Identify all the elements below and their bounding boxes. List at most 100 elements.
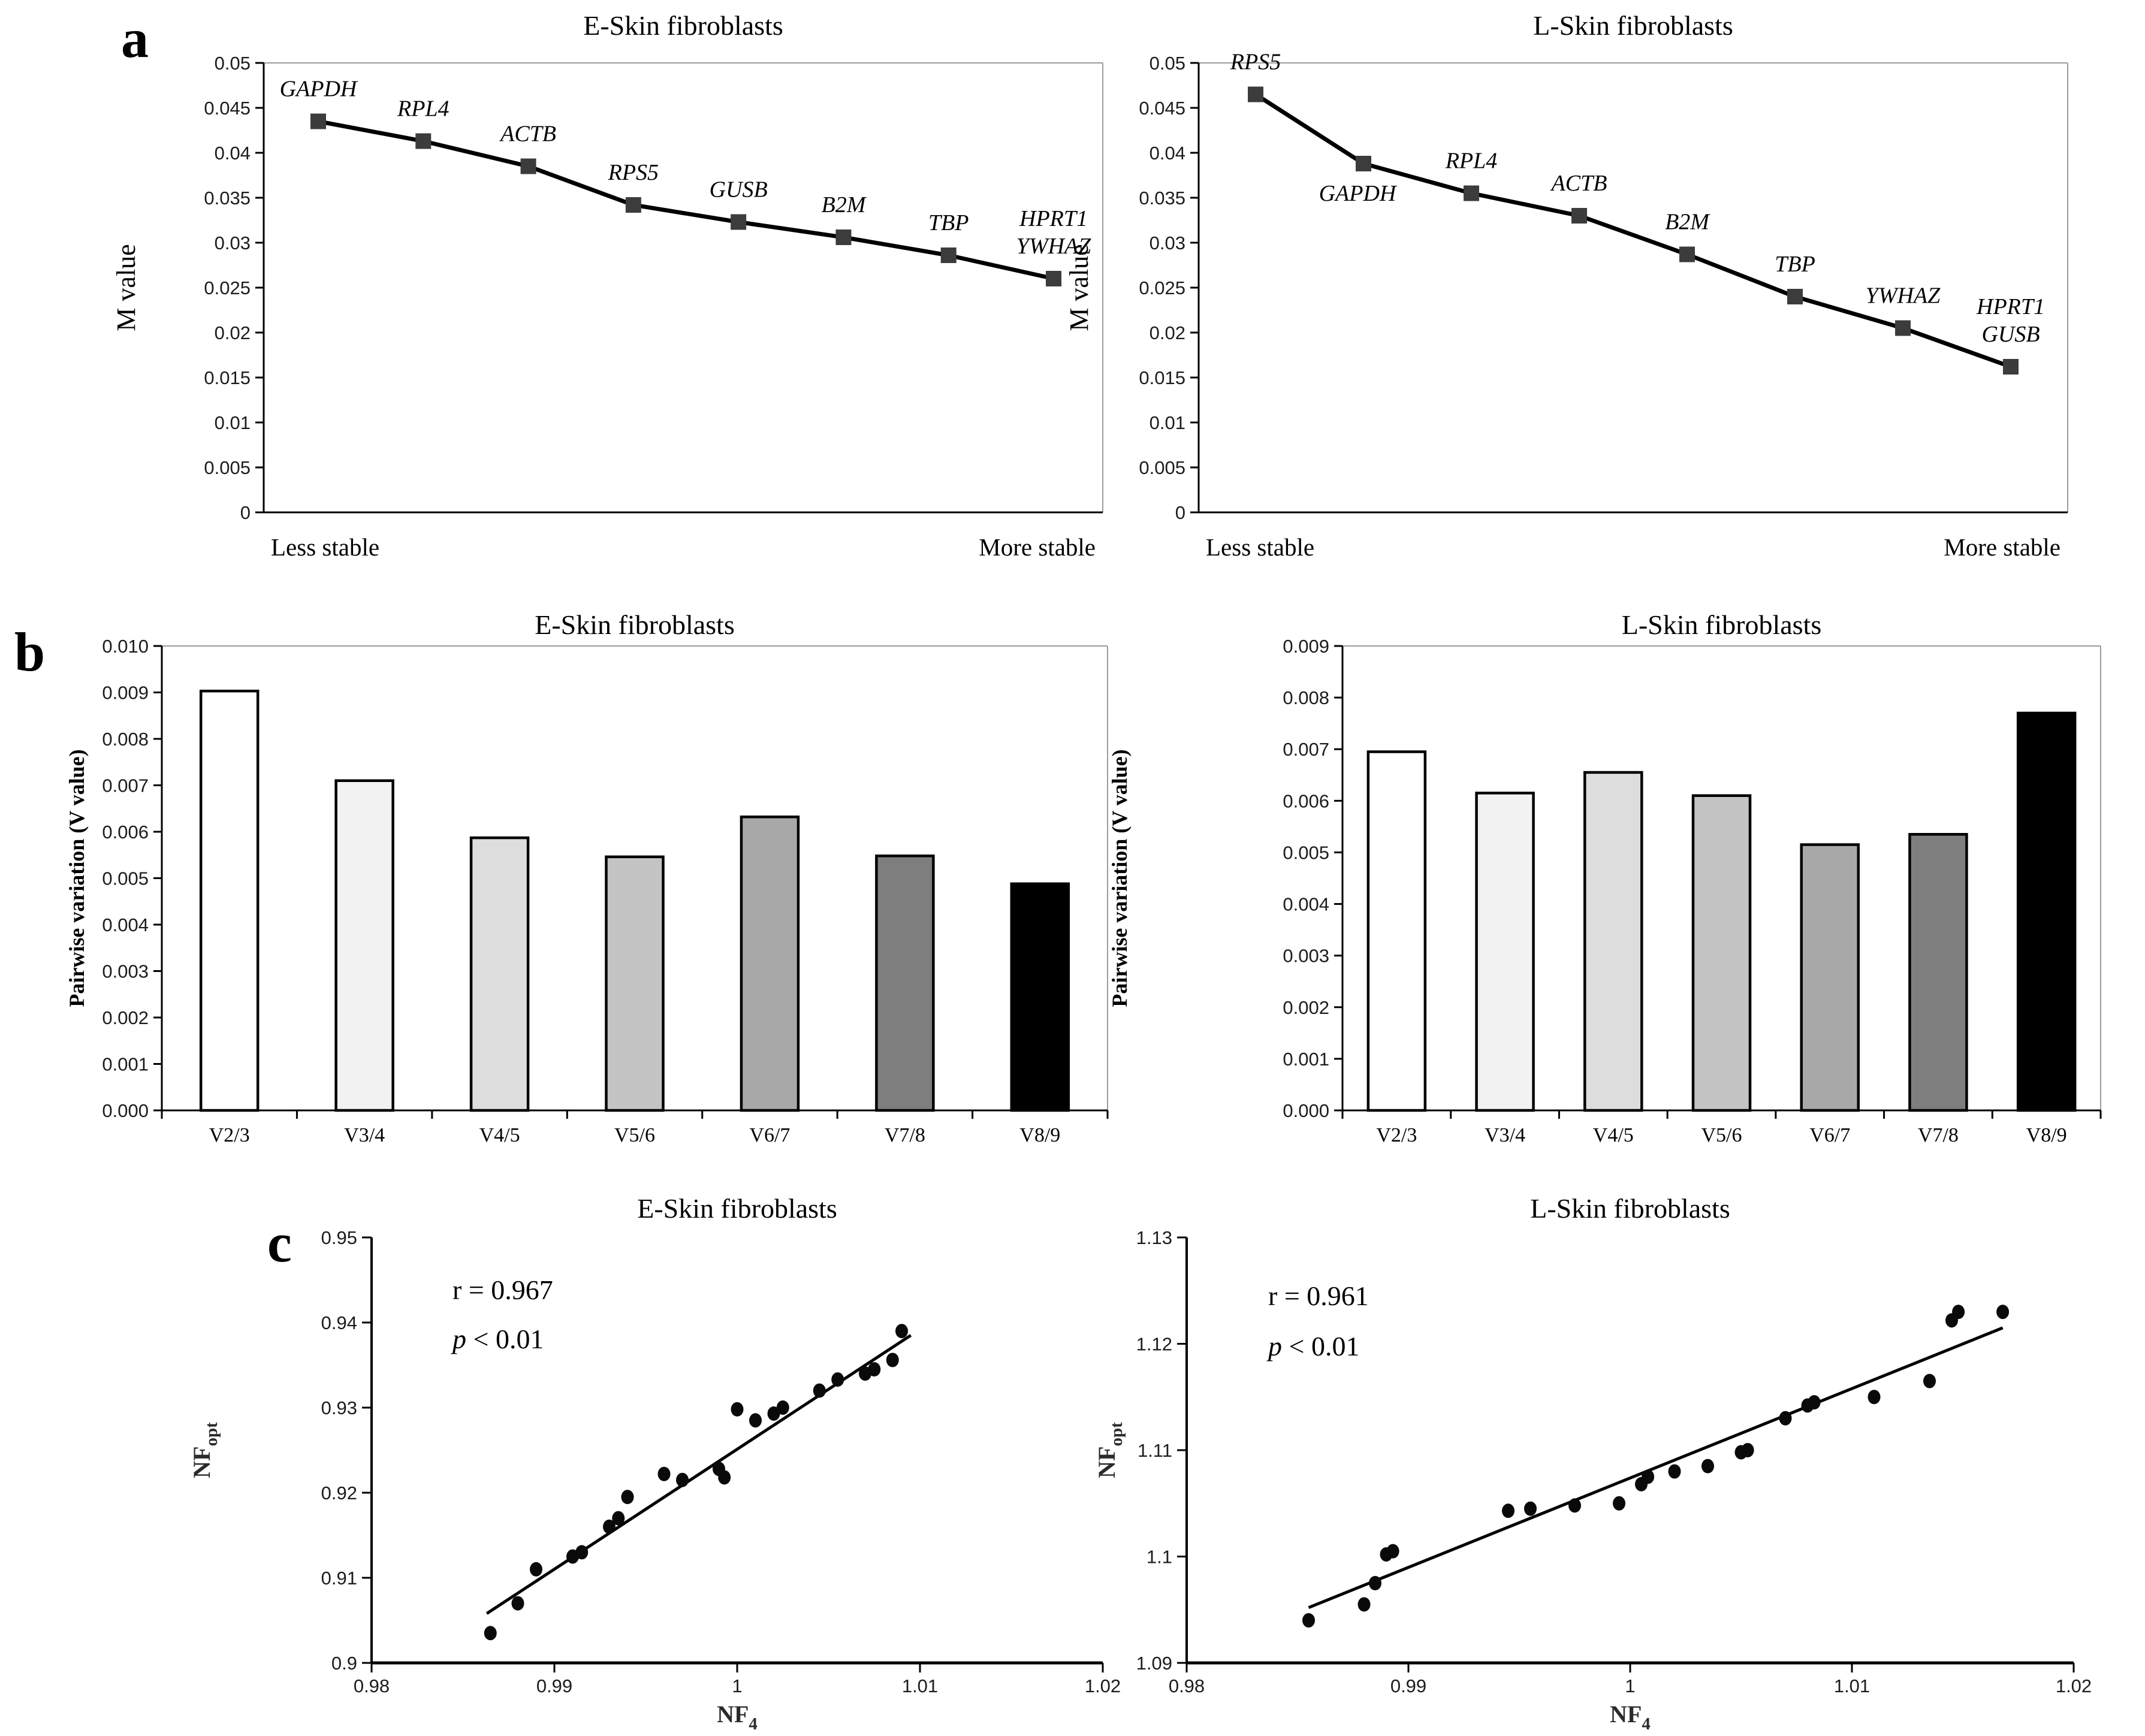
category-label: V4/5: [1593, 1124, 1634, 1146]
chart-title: L-Skin fibroblasts: [1622, 609, 1821, 640]
gene-label: GUSB: [1981, 322, 2040, 347]
gene-label: ACTB: [499, 122, 556, 147]
scatter-point: [676, 1472, 689, 1487]
category-label: V2/3: [1376, 1124, 1417, 1146]
category-label: V6/7: [1809, 1124, 1850, 1146]
gene-label: TBP: [1775, 252, 1815, 277]
data-point-marker: [1787, 289, 1803, 304]
scatter-point: [1502, 1503, 1515, 1518]
scatter-point: [1996, 1305, 2010, 1320]
bar-chart-e-skin-pairwise-variation: 0.000 0.001 0.002 0.003 0.004 0.005 0.006 0.007…: [65, 609, 1109, 1146]
x-tick-label: 1.02: [2056, 1675, 2092, 1696]
bar-V7/8: [1908, 833, 1968, 1112]
y-tick-label: 0.95: [321, 1227, 357, 1248]
y-axis-label: Pairwise variation (V value): [1108, 749, 1132, 1007]
y-tick-label: 0.008: [1283, 687, 1329, 708]
gene-label: HPRT1: [1976, 294, 2045, 319]
bar-V2/3: [1366, 750, 1427, 1112]
x-tick-label: 1.01: [902, 1675, 938, 1696]
gene-label: RPS5: [608, 160, 659, 185]
y-tick-label: 0.007: [102, 775, 149, 796]
y-tick-label: 1.13: [1136, 1227, 1172, 1248]
scatter-chart-l-skin-nf-correlation: 1.09 1.1 1.11 1.12 1.13 0.98 0.99 1 1.01 1.02 L-Sk…: [1093, 1193, 2092, 1734]
y-tick-label: 0.005: [1283, 842, 1329, 863]
y-tick-label: 0.025: [1139, 277, 1185, 298]
gene-label: TBP: [928, 210, 969, 236]
scatter-point: [1952, 1305, 1965, 1320]
scatter-point: [1386, 1544, 1399, 1559]
scatter-point: [603, 1519, 616, 1534]
data-point-marker: [1895, 320, 1911, 336]
y-tick-label: 0.035: [1139, 188, 1185, 209]
scatter-point: [1369, 1575, 1381, 1590]
y-tick-label: 0.93: [321, 1397, 357, 1418]
data-point-marker: [940, 247, 957, 263]
gene-label: RPL4: [397, 96, 449, 122]
y-tick-label: 0.006: [1283, 790, 1329, 811]
data-point-marker: [2003, 359, 2019, 375]
y-tick-label: 0.002: [1283, 997, 1329, 1018]
series-line: [1254, 92, 2012, 369]
category-label: V7/8: [885, 1124, 925, 1146]
y-tick-label: 0.94: [321, 1312, 357, 1333]
y-tick-label: 1.11: [1138, 1440, 1172, 1461]
data-point-marker: [835, 230, 852, 245]
y-tick-label: 0.001: [102, 1054, 149, 1075]
x-axis-label: NF4: [717, 1701, 758, 1734]
data-point-marker: [1464, 185, 1479, 201]
correlation-annotation: r = 0.961: [1268, 1281, 1369, 1311]
scatter-point: [886, 1352, 899, 1367]
y-tick-label: 0.01: [1150, 412, 1185, 433]
gene-label: GAPDH: [280, 77, 358, 102]
panel-b-label: b: [14, 621, 46, 683]
y-tick-label: 0.009: [1283, 636, 1329, 657]
scatter-point: [1741, 1443, 1754, 1457]
data-point-marker: [1356, 156, 1371, 171]
x-tick-label: 1.02: [1085, 1675, 1121, 1696]
scatter-point: [1808, 1395, 1821, 1410]
y-tick-label: 0: [1175, 502, 1185, 523]
data-point-marker: [1679, 246, 1695, 262]
scatter-point: [511, 1596, 524, 1611]
trend-line: [485, 1334, 912, 1615]
chart-title: E-Skin fibroblasts: [637, 1193, 837, 1224]
y-axis-label: M value: [111, 244, 141, 331]
y-tick-label: 0.03: [1150, 233, 1185, 253]
category-label: V3/4: [344, 1124, 385, 1146]
line-chart-e-skin-m-values: 0 0.005 0.01 0.015 0.02 0.025 0.03 0.035 0.04 0.0…: [111, 10, 1103, 561]
gene-label: HPRT1: [1019, 206, 1088, 231]
data-point-marker: [415, 133, 432, 149]
bar-V3/4: [334, 779, 394, 1112]
y-tick-label: 0.006: [102, 822, 149, 843]
data-point-marker: [625, 197, 641, 213]
category-label: V7/8: [1918, 1124, 1959, 1146]
y-axis-label: Pairwise variation (V value): [65, 749, 89, 1007]
chart-title: L-Skin fibroblasts: [1530, 1193, 1730, 1224]
data-point-marker: [1046, 271, 1061, 286]
y-tick-label: 0.010: [102, 636, 149, 657]
y-axis-label: NFopt: [1093, 1422, 1126, 1478]
series-line: [318, 119, 1054, 281]
less-stable-label: Less stable: [271, 533, 379, 561]
scatter-point: [767, 1406, 780, 1421]
y-tick-label: 0.05: [1150, 53, 1185, 74]
category-label: V5/6: [614, 1124, 655, 1146]
bar-chart-l-skin-pairwise-variation: 0.000 0.001 0.002 0.003 0.004 0.005 0.006 0.007…: [1108, 609, 2102, 1146]
data-point-marker: [1248, 86, 1263, 102]
scatter-point: [1923, 1373, 1936, 1388]
y-tick-label: 0.015: [204, 367, 251, 388]
panel-c-label: c: [267, 1212, 292, 1273]
more-stable-label: More stable: [1944, 533, 2060, 561]
y-tick-label: 0.025: [204, 277, 251, 298]
p-value-annotation: p < 0.01: [1266, 1331, 1359, 1361]
scatter-point: [1868, 1390, 1881, 1405]
y-tick-label: 1.12: [1136, 1334, 1172, 1355]
y-tick-label: 0.9: [331, 1653, 357, 1674]
y-tick-label: 0.000: [102, 1100, 149, 1121]
x-tick-label: 0.98: [1169, 1675, 1205, 1696]
p-value-annotation: p < 0.01: [451, 1324, 544, 1354]
y-tick-label: 0.003: [1283, 946, 1329, 967]
scatter-point: [1302, 1613, 1315, 1628]
y-tick-label: 0.04: [215, 143, 251, 164]
scatter-point: [895, 1324, 908, 1339]
